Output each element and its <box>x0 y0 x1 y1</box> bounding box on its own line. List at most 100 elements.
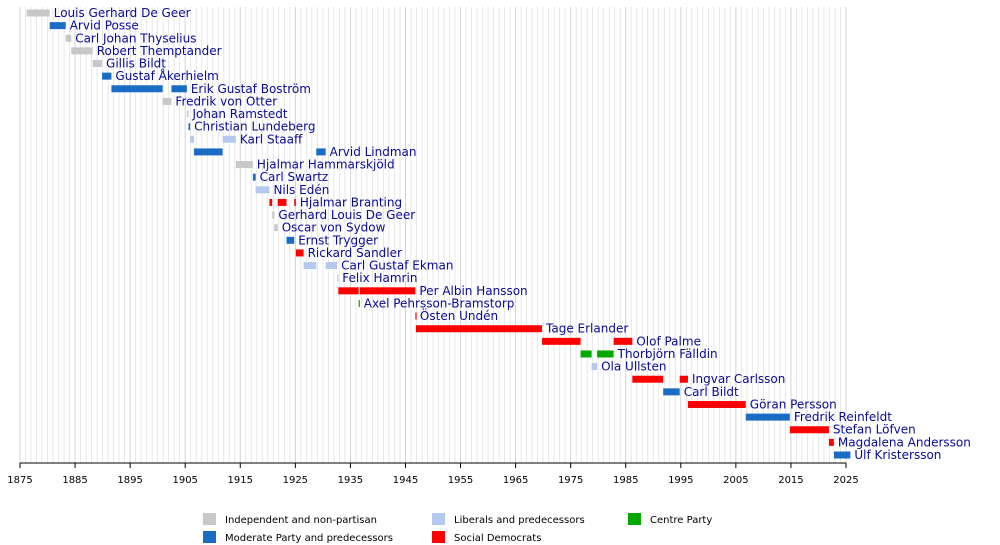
legend-swatch <box>628 513 641 525</box>
pm-label: Ingvar Carlsson <box>692 372 785 386</box>
term-bar <box>186 110 189 118</box>
term-bar <box>274 224 278 232</box>
term-bar <box>162 97 172 105</box>
term-bar <box>272 211 275 219</box>
pm-label: Ulf Kristersson <box>854 448 941 462</box>
pm-label: Carl Gustaf Ekman <box>341 259 453 273</box>
legend-swatch <box>432 531 445 543</box>
pm-label: Gillis Bildt <box>106 57 166 71</box>
pm-label: Robert Themptander <box>97 44 222 58</box>
term-bar <box>542 337 581 345</box>
x-tick-label: 1905 <box>172 475 197 486</box>
pm-label: Karl Staaff <box>240 132 303 146</box>
term-bar <box>171 85 187 93</box>
term-bar <box>415 325 543 333</box>
x-tick-label: 2015 <box>778 475 803 486</box>
x-tick-label: 1945 <box>393 475 418 486</box>
pm-label: Carl Bildt <box>684 385 739 399</box>
legend-swatch <box>432 513 445 525</box>
term-bar <box>415 312 417 320</box>
term-bar <box>252 173 256 181</box>
x-tick-label: 1975 <box>558 475 583 486</box>
legend-label: Moderate Party and predecessors <box>225 533 393 544</box>
x-tick-label: 1915 <box>228 475 253 486</box>
x-tick-label: 1965 <box>503 475 528 486</box>
term-bar <box>222 135 236 143</box>
pm-label: Ernst Trygger <box>298 233 378 247</box>
pm-label: Arvid Lindman <box>330 145 417 159</box>
x-tick-label: 2025 <box>833 475 858 486</box>
term-bar <box>188 123 191 131</box>
pm-label: Carl Swartz <box>260 170 329 184</box>
term-bar <box>663 388 680 396</box>
legend-label: Centre Party <box>650 515 712 526</box>
term-bar <box>269 198 273 206</box>
term-bar <box>325 262 338 270</box>
term-bar <box>613 337 633 345</box>
pm-label: Nils Edén <box>273 183 329 197</box>
legend-swatch <box>203 531 216 543</box>
pm-label: Johan Ramstedt <box>192 107 288 121</box>
pm-label: Hjalmar Hammarskjöld <box>257 158 395 172</box>
pm-label: Ola Ullsten <box>601 360 666 374</box>
pm-label: Arvid Posse <box>70 19 139 33</box>
legend-swatch <box>203 513 216 525</box>
term-bar <box>49 22 66 30</box>
term-bar <box>679 375 688 383</box>
pm-label: Carl Johan Thyselius <box>75 31 196 45</box>
term-bar <box>359 287 416 295</box>
term-bar <box>789 426 829 434</box>
pm-label: Rickard Sandler <box>308 246 402 260</box>
term-bar <box>632 375 664 383</box>
pm-label: Felix Hamrin <box>342 271 417 285</box>
pm-label: Östen Undén <box>420 307 498 323</box>
term-bar <box>255 186 270 194</box>
pm-label: Louis Gerhard De Geer <box>54 6 191 20</box>
pm-label: Fredrik von Otter <box>175 94 277 108</box>
x-tick-label: 1985 <box>613 475 638 486</box>
term-bar <box>286 236 295 244</box>
term-bar <box>358 299 360 307</box>
pm-label: Tage Erlander <box>545 322 628 336</box>
pm-label: Gustaf Åkerhielm <box>115 68 218 83</box>
pm-label: Oscar von Sydow <box>282 221 386 235</box>
pm-label: Göran Persson <box>750 397 837 411</box>
x-tick-label: 1995 <box>668 475 693 486</box>
pm-label: Stefan Löfven <box>833 423 916 437</box>
term-bar <box>295 249 304 257</box>
pm-label: Erik Gustaf Boström <box>191 82 311 96</box>
x-tick-label: 1955 <box>448 475 473 486</box>
x-tick-label: 1935 <box>338 475 363 486</box>
legend-label: Liberals and predecessors <box>454 515 585 526</box>
term-bar <box>71 47 93 55</box>
term-bar <box>294 198 296 206</box>
pm-label: Hjalmar Branting <box>300 195 402 209</box>
pm-label: Olof Palme <box>636 334 701 348</box>
x-tick-label: 1875 <box>7 475 32 486</box>
term-bar <box>277 198 287 206</box>
term-bar <box>65 34 72 42</box>
term-bar <box>303 262 317 270</box>
pm-label: Axel Pehrsson-Bramstorp <box>364 296 515 310</box>
term-bar <box>92 60 103 68</box>
pm-label: Gerhard Louis De Geer <box>278 208 415 222</box>
term-bar <box>745 413 790 421</box>
term-bar <box>338 287 359 295</box>
legend-label: Independent and non-partisan <box>225 515 377 526</box>
term-bar <box>828 438 834 446</box>
x-tick-label: 2005 <box>723 475 748 486</box>
x-tick-label: 1885 <box>62 475 87 486</box>
x-tick-label: 1895 <box>117 475 142 486</box>
pm-label: Christian Lundeberg <box>194 120 315 134</box>
x-tick-label: 1925 <box>283 475 308 486</box>
term-bar <box>316 148 326 156</box>
term-bar <box>194 148 223 156</box>
term-bar <box>102 72 112 80</box>
term-bar <box>26 9 50 17</box>
pm-label: Fredrik Reinfeldt <box>794 410 892 424</box>
term-bar <box>111 85 163 93</box>
term-bar <box>591 363 598 371</box>
legend-label: Social Democrats <box>454 533 541 544</box>
term-bar <box>190 135 195 143</box>
